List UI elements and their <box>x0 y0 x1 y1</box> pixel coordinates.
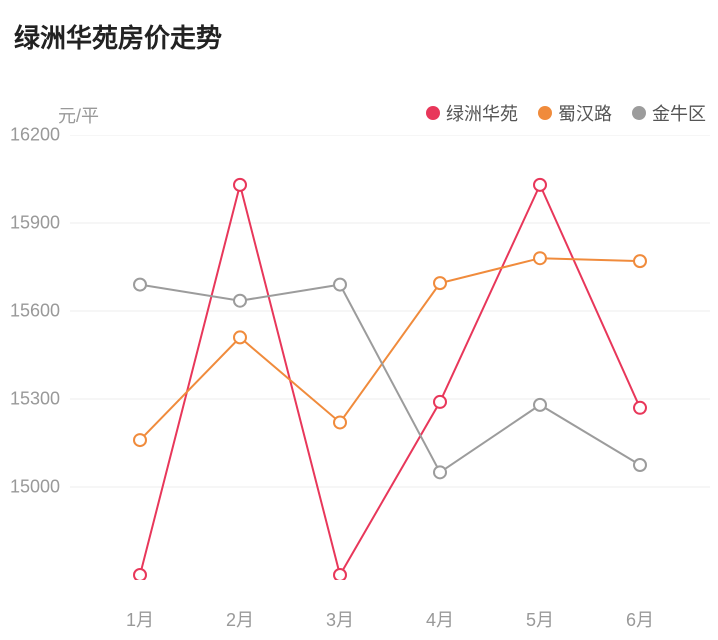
x-tick-label: 6月 <box>626 606 654 632</box>
plot-svg <box>70 135 710 580</box>
y-axis-unit-label: 元/平 <box>58 102 99 128</box>
legend: 绿洲华苑 蜀汉路 金牛区 <box>426 100 706 126</box>
y-tick-label: 15600 <box>0 301 60 322</box>
legend-item: 金牛区 <box>632 100 706 126</box>
y-tick-label: 15300 <box>0 389 60 410</box>
legend-item: 绿洲华苑 <box>426 100 518 126</box>
y-tick-label: 15900 <box>0 213 60 234</box>
chart-title: 绿洲华苑房价走势 <box>0 0 718 55</box>
x-tick-label: 2月 <box>226 606 254 632</box>
chart-container: 绿洲华苑房价走势 元/平 绿洲华苑 蜀汉路 金牛区 15000 15300 1560… <box>0 0 718 640</box>
x-tick-label: 3月 <box>326 606 354 632</box>
legend-label: 蜀汉路 <box>558 100 612 126</box>
x-tick-label: 5月 <box>526 606 554 632</box>
legend-dot-icon <box>538 106 552 120</box>
legend-label: 金牛区 <box>652 100 706 126</box>
legend-dot-icon <box>632 106 646 120</box>
y-tick-label: 15000 <box>0 477 60 498</box>
chart-area: 15000153001560015900162001月2月3月4月5月6月 <box>0 135 718 640</box>
legend-label: 绿洲华苑 <box>446 100 518 126</box>
y-tick-label: 16200 <box>0 125 60 146</box>
x-tick-label: 4月 <box>426 606 454 632</box>
x-tick-label: 1月 <box>126 606 154 632</box>
legend-dot-icon <box>426 106 440 120</box>
legend-item: 蜀汉路 <box>538 100 612 126</box>
